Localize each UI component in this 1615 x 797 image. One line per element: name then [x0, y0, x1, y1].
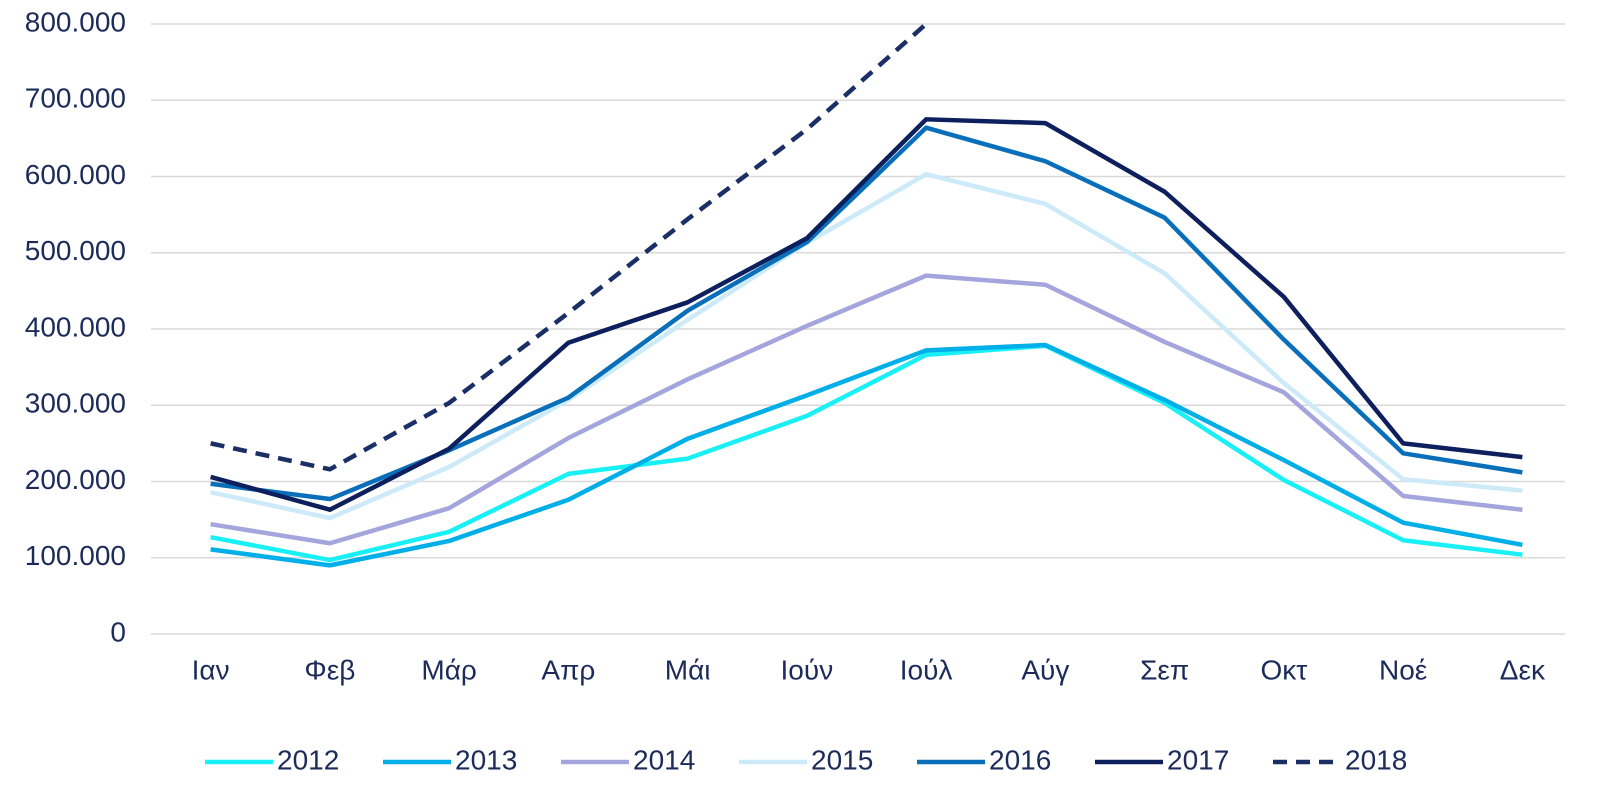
x-tick-label: Ιούλ [900, 654, 953, 685]
x-tick-label: Νοέ [1379, 654, 1427, 685]
series-line [210, 171, 1523, 521]
y-tick-label: 600.000 [25, 159, 126, 190]
series-line [210, 22, 928, 472]
x-tick-label: Απρ [541, 654, 595, 685]
x-tick-label: Μάι [665, 654, 711, 685]
y-tick-label: 800.000 [25, 6, 126, 37]
legend-label: 2013 [455, 744, 517, 775]
x-tick-label: Οκτ [1260, 654, 1307, 685]
x-tick-label: Μάρ [421, 654, 476, 685]
series-line [210, 273, 1523, 546]
series-line [210, 125, 1523, 502]
legend-label: 2012 [277, 744, 339, 775]
x-tick-label: Αύγ [1021, 654, 1069, 685]
legend-label: 2016 [989, 744, 1051, 775]
y-tick-label: 200.000 [25, 464, 126, 495]
legend-label: 2015 [811, 744, 873, 775]
y-tick-label: 500.000 [25, 235, 126, 266]
series-line [210, 342, 1523, 568]
y-tick-label: 400.000 [25, 311, 126, 342]
y-tick-label: 300.000 [25, 388, 126, 419]
series-line [210, 343, 1523, 563]
x-tick-label: Ιαν [192, 654, 230, 685]
x-tick-label: Δεκ [1500, 654, 1546, 685]
x-tick-label: Σεπ [1140, 654, 1189, 685]
legend-label: 2014 [633, 744, 695, 775]
y-tick-label: 100.000 [25, 540, 126, 571]
y-tick-label: 700.000 [25, 83, 126, 114]
x-tick-label: Ιούν [781, 654, 834, 685]
x-tick-label: Φεβ [304, 654, 355, 685]
legend-label: 2018 [1345, 744, 1407, 775]
y-tick-label: 0 [110, 616, 126, 647]
legend-label: 2017 [1167, 744, 1229, 775]
series-line [210, 117, 1523, 512]
